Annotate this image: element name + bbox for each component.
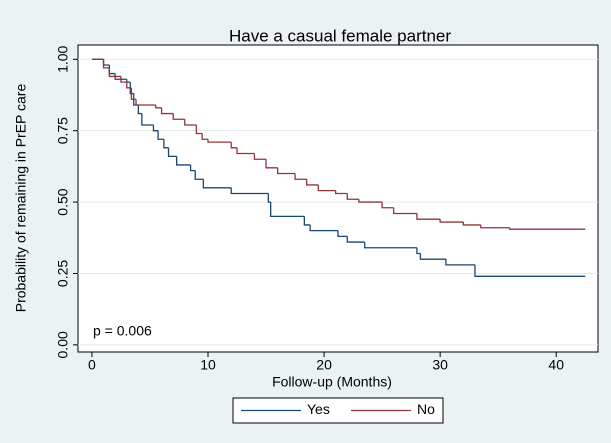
annotation: p = 0.006 xyxy=(93,323,152,339)
step-segment xyxy=(160,107,174,115)
plot-area xyxy=(77,44,599,353)
legend-label: No xyxy=(417,401,435,417)
step-segment xyxy=(236,147,255,155)
step-segment xyxy=(157,130,164,140)
step-segment xyxy=(267,193,271,203)
y-tick-label: 1.00 xyxy=(55,45,71,72)
step-segment xyxy=(195,124,203,135)
step-segment xyxy=(381,202,394,209)
step-segment xyxy=(364,242,417,249)
step-segment xyxy=(416,247,421,255)
x-axis-label: Follow-up (Months) xyxy=(272,374,392,390)
step-segment xyxy=(126,82,132,89)
chart-title: Have a casual female partner xyxy=(229,26,451,45)
step-segment xyxy=(509,227,586,230)
step-segment xyxy=(176,156,191,166)
step-segment xyxy=(184,119,197,126)
y-tick-label: 0.75 xyxy=(55,117,71,144)
step-segment xyxy=(141,113,154,126)
y-tick-label: 0.25 xyxy=(55,260,71,287)
y-tick-label: 0.50 xyxy=(55,188,71,215)
step-segment xyxy=(230,187,269,195)
x-tick-label: 0 xyxy=(88,357,96,373)
step-segment xyxy=(114,73,127,80)
step-segment xyxy=(335,190,348,195)
step-segment xyxy=(439,219,464,223)
step-segment xyxy=(346,193,359,200)
step-segment xyxy=(135,99,156,106)
step-segment xyxy=(172,113,185,120)
x-tick-label: 40 xyxy=(548,357,564,373)
legend-label: Yes xyxy=(307,401,330,417)
y-tick-label: 0.00 xyxy=(55,331,71,358)
step-segment xyxy=(462,222,481,226)
step-segment xyxy=(474,264,586,277)
step-segment xyxy=(309,224,338,232)
step-segment xyxy=(202,179,232,189)
step-segment xyxy=(152,124,159,132)
step-segment xyxy=(230,142,238,149)
step-segment xyxy=(120,76,127,83)
step-segment xyxy=(207,139,232,143)
step-segment xyxy=(137,104,142,115)
step-segment xyxy=(155,104,162,109)
step-segment xyxy=(416,213,441,220)
step-segment xyxy=(270,202,305,217)
step-segment xyxy=(276,167,296,175)
step-segment xyxy=(130,87,137,100)
step-segment xyxy=(303,216,311,226)
step-segment xyxy=(163,139,169,149)
step-segment xyxy=(253,153,267,160)
step-segment xyxy=(346,236,365,243)
y-axis-label: Probability of remaining in PrEP care xyxy=(13,84,29,313)
step-segment xyxy=(201,133,208,140)
step-segment xyxy=(358,199,383,203)
step-segment xyxy=(480,224,510,229)
step-segment xyxy=(167,147,177,158)
step-segment xyxy=(129,82,134,95)
step-segment xyxy=(419,253,446,260)
step-segment xyxy=(337,230,348,237)
step-segment xyxy=(317,184,336,192)
step-segment xyxy=(194,170,204,180)
step-segment xyxy=(108,67,121,78)
x-tick-label: 20 xyxy=(316,357,332,373)
step-segment xyxy=(265,159,278,169)
step-segment xyxy=(445,259,475,266)
step-segment xyxy=(306,179,319,186)
x-tick-label: 30 xyxy=(432,357,448,373)
x-tick-label: 10 xyxy=(200,357,216,373)
step-segment xyxy=(102,59,110,69)
step-segment xyxy=(393,207,417,215)
step-segment xyxy=(189,164,196,172)
step-segment xyxy=(294,173,307,180)
